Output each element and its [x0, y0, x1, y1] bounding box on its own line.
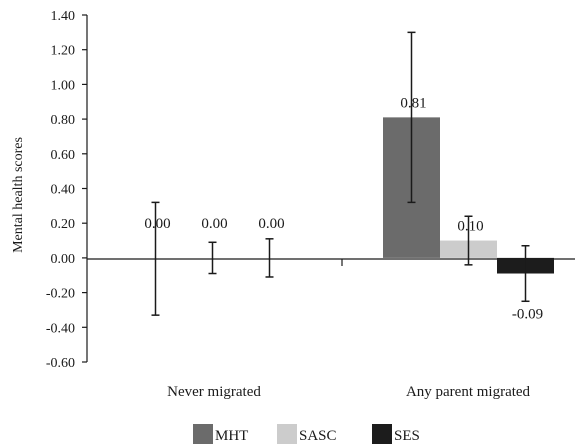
y-tick-label: 0.60 [51, 148, 76, 163]
category-label: Any parent migrated [406, 384, 531, 400]
y-axis-ticks: 1.40 1.20 1.00 0.80 0.60 0.40 0.20 0.00 -0.20 -0.… [46, 9, 87, 371]
data-label-sasc-0: 0.00 [201, 216, 227, 232]
y-tick-label: -0.40 [46, 321, 75, 336]
y-tick-label: -0.60 [46, 356, 75, 371]
category-label: Never migrated [167, 384, 261, 400]
y-tick-label: 1.00 [51, 78, 76, 93]
legend-label-sasc: SASC [299, 428, 337, 444]
legend: MHT SASC SES [193, 424, 420, 444]
y-tick-label: 1.40 [51, 9, 76, 24]
y-axis-title: Mental health scores [11, 137, 26, 253]
bars-group: 0.00 0.81 0.00 0.10 0.00 -0.09 [144, 31, 554, 322]
category-labels: Never migrated Any parent migrated [167, 384, 530, 400]
y-tick-label: 0.80 [51, 113, 76, 128]
data-label-ses-1: -0.09 [512, 306, 543, 322]
y-tick-label: 1.20 [51, 44, 76, 59]
y-tick-label: 0.20 [51, 217, 76, 232]
legend-swatch-sasc [277, 424, 297, 444]
data-label-sasc-1: 0.10 [457, 219, 483, 235]
y-tick-label: -0.20 [46, 287, 75, 302]
legend-label-ses: SES [394, 428, 420, 444]
legend-swatch-ses [372, 424, 392, 444]
data-label-mht-1: 0.81 [400, 95, 426, 111]
data-label-ses-0: 0.00 [258, 216, 284, 232]
data-label-mht-0: 0.00 [144, 216, 170, 232]
legend-swatch-mht [193, 424, 213, 444]
legend-label-mht: MHT [215, 428, 248, 444]
y-tick-label: 0.00 [51, 252, 76, 267]
y-tick-label: 0.40 [51, 183, 76, 198]
